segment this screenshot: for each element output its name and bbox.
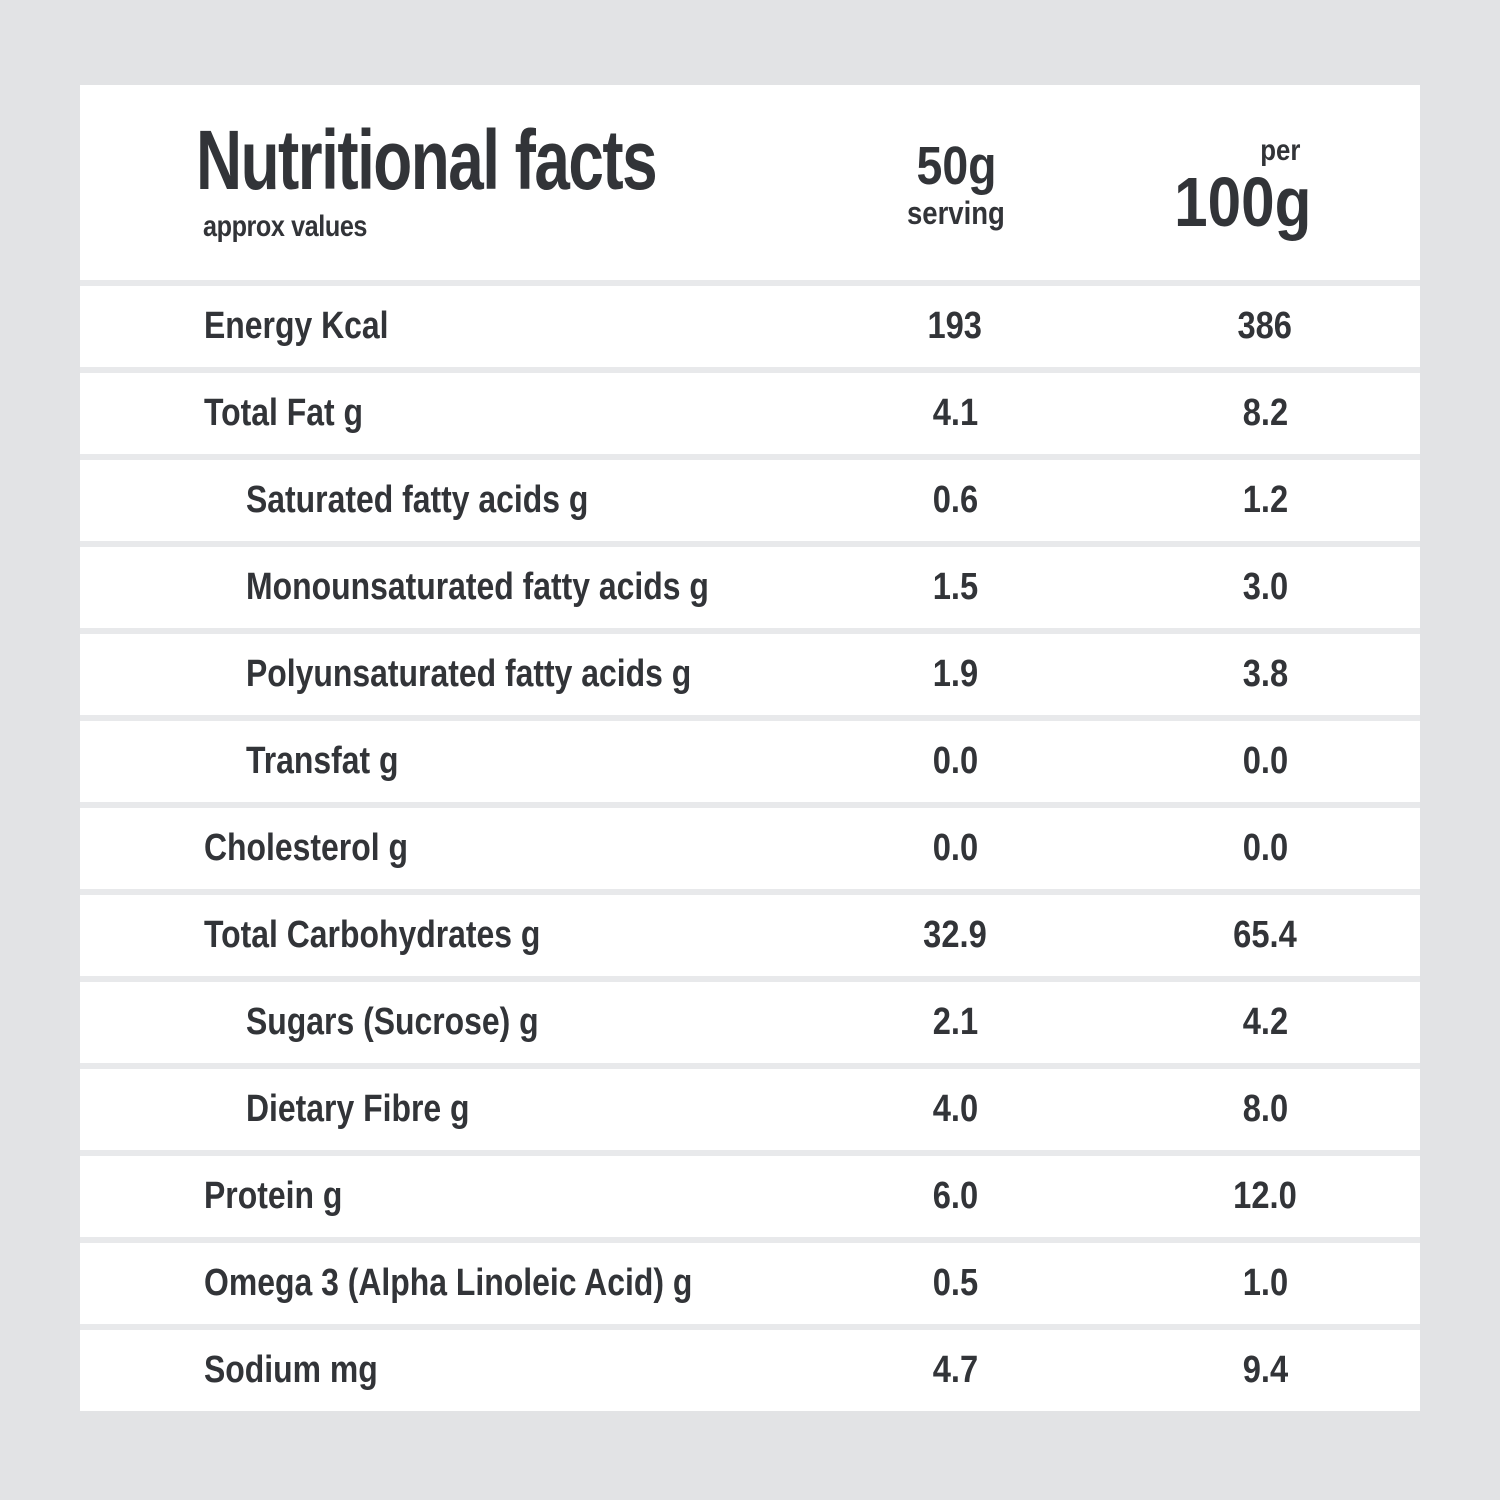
serving-value: 32.9 bbox=[923, 914, 987, 956]
per100-amount-label: 100g bbox=[1173, 163, 1312, 241]
serving-value: 6.0 bbox=[932, 1175, 978, 1217]
table-row: Dietary Fibre g 4.0 8.0 bbox=[80, 1069, 1420, 1150]
per100-value: 65.4 bbox=[1233, 914, 1297, 956]
page-title-text: Nutritional facts bbox=[196, 112, 658, 207]
table-row: Polyunsaturated fatty acids g 1.9 3.8 bbox=[80, 634, 1420, 715]
per100-value: 386 bbox=[1237, 305, 1293, 347]
serving-value: 4.1 bbox=[932, 392, 978, 434]
serving-value: 1.9 bbox=[932, 653, 978, 695]
nutrient-label: Monounsaturated fatty acids g bbox=[246, 566, 709, 608]
title-block: Nutritional facts approx values bbox=[80, 85, 801, 280]
nutrient-label: Total Fat g bbox=[204, 392, 363, 434]
nutrition-facts-card: Nutritional facts approx values 50g serv… bbox=[80, 85, 1420, 1411]
table-body: Energy Kcal 193 386 Total Fat g 4.1 8.2 … bbox=[80, 286, 1420, 1411]
page-subtitle: approx values bbox=[196, 210, 801, 244]
table-row: Saturated fatty acids g 0.6 1.2 bbox=[80, 460, 1420, 541]
table-row: Monounsaturated fatty acids g 1.5 3.0 bbox=[80, 547, 1420, 628]
nutrient-label: Cholesterol g bbox=[204, 827, 408, 869]
column-header-serving: 50g serving bbox=[801, 85, 1111, 280]
page-title: Nutritional facts bbox=[196, 112, 801, 207]
per100-value: 8.2 bbox=[1242, 392, 1288, 434]
table-row: Cholesterol g 0.0 0.0 bbox=[80, 808, 1420, 889]
per100-value: 3.0 bbox=[1242, 566, 1288, 608]
serving-value: 0.0 bbox=[932, 827, 978, 869]
serving-value: 1.5 bbox=[932, 566, 978, 608]
page-subtitle-text: approx values bbox=[203, 210, 368, 244]
per100-value: 8.0 bbox=[1242, 1088, 1288, 1130]
table-row: Energy Kcal 193 386 bbox=[80, 286, 1420, 367]
nutrient-label: Sodium mg bbox=[204, 1349, 378, 1391]
serving-value: 2.1 bbox=[932, 1001, 978, 1043]
nutrient-label: Total Carbohydrates g bbox=[204, 914, 541, 956]
nutrient-label: Protein g bbox=[204, 1175, 343, 1217]
nutrient-label: Polyunsaturated fatty acids g bbox=[246, 653, 692, 695]
table-row: Sodium mg 4.7 9.4 bbox=[80, 1330, 1420, 1411]
serving-value: 4.7 bbox=[932, 1349, 978, 1391]
table-row: Total Carbohydrates g 32.9 65.4 bbox=[80, 895, 1420, 976]
serving-amount-label: 50g bbox=[916, 135, 997, 196]
nutrient-label: Saturated fatty acids g bbox=[246, 479, 589, 521]
per100-value: 9.4 bbox=[1242, 1349, 1288, 1391]
nutrient-label: Omega 3 (Alpha Linoleic Acid) g bbox=[204, 1262, 693, 1304]
per100-value: 0.0 bbox=[1242, 740, 1288, 782]
table-row: Omega 3 (Alpha Linoleic Acid) g 0.5 1.0 bbox=[80, 1243, 1420, 1324]
serving-value: 0.0 bbox=[932, 740, 978, 782]
serving-value: 4.0 bbox=[932, 1088, 978, 1130]
per100-value: 0.0 bbox=[1242, 827, 1288, 869]
serving-value: 193 bbox=[927, 305, 983, 347]
nutrient-label: Dietary Fibre g bbox=[246, 1088, 470, 1130]
per100-value: 12.0 bbox=[1233, 1175, 1297, 1217]
table-row: Total Fat g 4.1 8.2 bbox=[80, 373, 1420, 454]
nutrient-label: Transfat g bbox=[246, 740, 399, 782]
per100-value: 1.0 bbox=[1242, 1262, 1288, 1304]
per100-value: 3.8 bbox=[1242, 653, 1288, 695]
table-header: Nutritional facts approx values 50g serv… bbox=[80, 85, 1420, 280]
column-header-per100: per 100g bbox=[1111, 85, 1421, 280]
per100-value: 4.2 bbox=[1242, 1001, 1288, 1043]
serving-word-label: serving bbox=[907, 194, 1006, 231]
table-row: Sugars (Sucrose) g 2.1 4.2 bbox=[80, 982, 1420, 1063]
table-row: Transfat g 0.0 0.0 bbox=[80, 721, 1420, 802]
nutrient-label: Energy Kcal bbox=[204, 305, 389, 347]
per100-value: 1.2 bbox=[1242, 479, 1288, 521]
serving-value: 0.5 bbox=[932, 1262, 978, 1304]
per-word-label: per bbox=[1260, 134, 1301, 167]
nutrient-label: Sugars (Sucrose) g bbox=[246, 1001, 539, 1043]
table-row: Protein g 6.0 12.0 bbox=[80, 1156, 1420, 1237]
serving-value: 0.6 bbox=[932, 479, 978, 521]
